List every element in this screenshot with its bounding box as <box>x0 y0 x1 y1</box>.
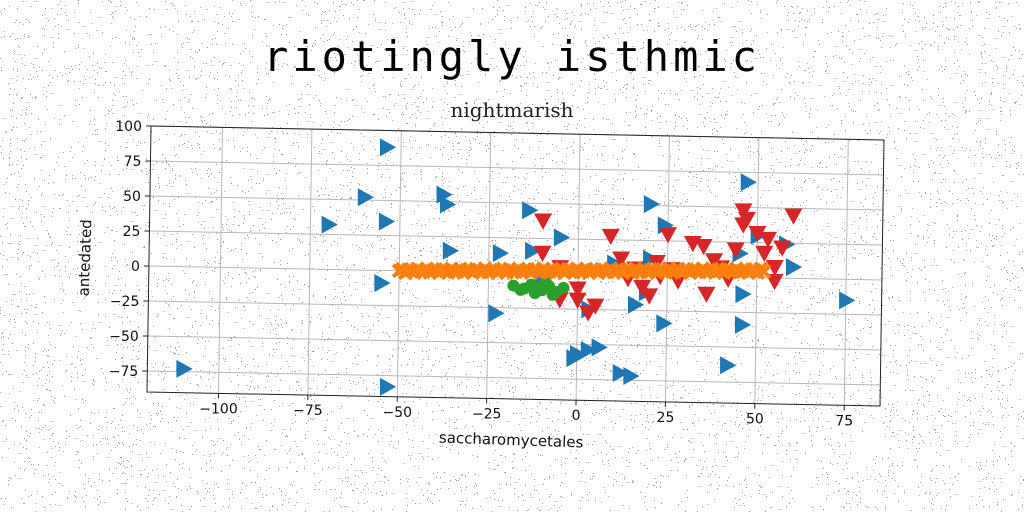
triangle-right-point <box>627 295 645 314</box>
x-tick-label: −75 <box>293 403 323 419</box>
triangle-right-point <box>720 356 737 375</box>
triangle-down-point <box>759 231 778 249</box>
y-axis-ticks: −75 −50 −25 0 25 50 75 100 <box>109 119 151 380</box>
y-grid-line <box>150 160 884 176</box>
y-tick-label: 100 <box>115 119 142 135</box>
x-axis-label: saccharomycetales <box>439 428 584 451</box>
x-tick-label: 75 <box>835 413 853 429</box>
y-grid-line <box>147 335 881 351</box>
circle-point <box>532 281 545 294</box>
triangle-down-point <box>765 260 784 277</box>
triangle-right-point <box>442 241 460 260</box>
triangle-down-point <box>568 292 587 309</box>
triangle-right-point <box>839 291 856 310</box>
triangle-right-point <box>379 377 397 396</box>
triangle-down-point <box>755 245 774 262</box>
triangle-down-point <box>534 213 553 230</box>
x-axis-ticks: −100 −75 −50 −25 0 25 50 75 <box>199 393 853 429</box>
x-point <box>756 264 772 279</box>
triangle-down-point <box>586 298 605 315</box>
x-grid-line <box>307 129 313 396</box>
triangle-down-point <box>737 211 756 229</box>
triangle-down-point <box>694 239 713 256</box>
x-grid-line <box>218 127 224 394</box>
x-tick-label: 50 <box>746 412 764 428</box>
plot-frame <box>146 125 885 407</box>
triangle-right-point <box>439 195 457 214</box>
triangle-right-point <box>378 212 396 231</box>
triangle-down-point <box>773 240 792 257</box>
triangle-right-point <box>525 241 542 260</box>
circle-point <box>557 281 570 294</box>
x-tick-label: −25 <box>472 406 502 422</box>
circle-point <box>546 288 559 301</box>
triangle-right-point <box>488 304 505 323</box>
triangle-right-point <box>176 359 193 378</box>
triangle-down-point <box>612 251 631 268</box>
triangle-right-point <box>643 195 661 214</box>
triangle-right-point <box>785 258 803 277</box>
triangle-down-point <box>697 286 716 303</box>
y-grid-line <box>149 230 883 246</box>
triangle-down-point <box>640 288 659 305</box>
y-tick-label: −50 <box>109 329 139 345</box>
y-grid-line <box>147 370 881 386</box>
y-tick-label: −75 <box>109 364 139 380</box>
x-grid-line <box>843 139 849 406</box>
x-tick-label: −100 <box>199 401 237 417</box>
triangle-right-point <box>740 173 757 192</box>
triangle-right-point <box>735 285 752 304</box>
y-grid-line <box>148 300 882 316</box>
y-tick-label: 0 <box>131 259 140 275</box>
triangle-down-point <box>601 228 620 246</box>
triangle-right-point <box>591 338 608 357</box>
x-tick-label: 25 <box>657 410 675 426</box>
x-tick-label: 0 <box>572 408 581 424</box>
triangle-down-point <box>726 242 745 259</box>
triangle-right-point <box>522 201 539 220</box>
y-tick-label: 50 <box>123 189 141 205</box>
y-axis-label: antedated <box>75 219 96 297</box>
triangle-down-point <box>734 203 753 220</box>
triangle-right-point <box>566 349 583 368</box>
y-tick-label: 25 <box>123 224 141 240</box>
data-marks <box>176 138 856 396</box>
triangle-right-point <box>374 274 391 293</box>
chart-title: riotingly isthmic <box>263 32 761 81</box>
triangle-down-point <box>568 281 587 298</box>
triangle-down-point <box>669 273 688 290</box>
triangle-right-point <box>321 215 338 234</box>
triangle-down-point <box>647 254 666 272</box>
triangle-right-point <box>734 315 752 334</box>
triangle-down-point <box>748 226 767 243</box>
y-tick-label: 75 <box>124 154 142 170</box>
y-tick-label: −25 <box>110 294 140 310</box>
triangle-right-point <box>553 228 571 247</box>
triangle-down-point <box>633 279 652 297</box>
triangle-right-point <box>623 367 640 386</box>
y-grid-line <box>149 195 883 211</box>
triangle-down-point <box>533 245 552 262</box>
axes-frame <box>146 125 885 407</box>
chart-subtitle: nightmarish <box>450 98 574 122</box>
triangle-down-point <box>658 227 677 244</box>
triangle-right-point <box>580 341 598 359</box>
triangle-right-point <box>357 188 374 207</box>
triangle-right-point <box>379 138 397 157</box>
triangle-right-point <box>492 244 510 263</box>
circle-point <box>514 283 527 296</box>
triangle-right-point <box>656 314 673 333</box>
x-tick-label: −50 <box>383 405 413 421</box>
triangle-down-point <box>784 208 803 225</box>
triangle-down-point <box>765 274 784 291</box>
triangle-right-point <box>612 364 629 383</box>
